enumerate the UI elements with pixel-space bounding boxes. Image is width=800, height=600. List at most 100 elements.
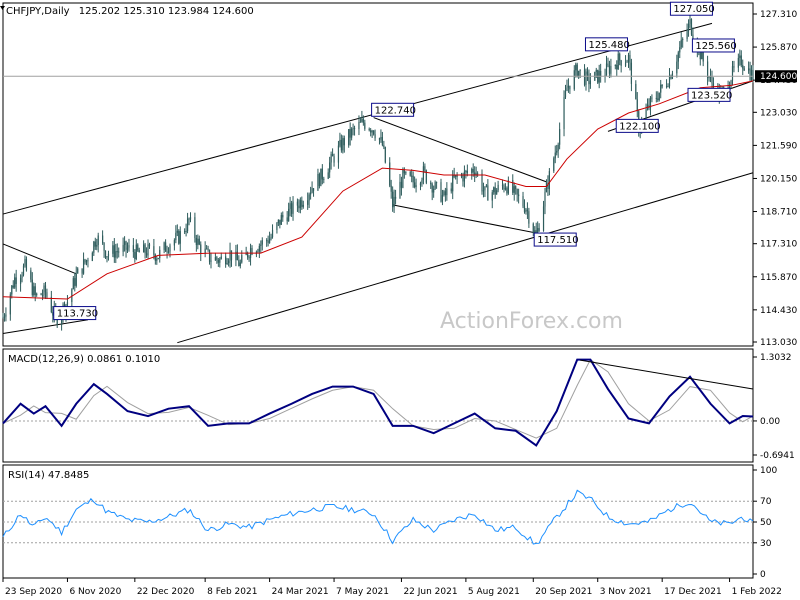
candle-body (412, 175, 414, 183)
candle-body (157, 258, 159, 260)
y-tick-label: 117.310 (760, 240, 797, 250)
candle-body (156, 258, 158, 261)
candle-body (518, 194, 520, 197)
candle-body (348, 129, 350, 146)
candle-body (132, 245, 134, 253)
candle-body (481, 173, 483, 192)
candle-body (178, 230, 180, 244)
candle-body (41, 294, 44, 296)
candle-body (25, 259, 28, 271)
ma-line (2, 80, 754, 300)
candle-body (575, 64, 577, 71)
candle-body (194, 217, 196, 239)
candle-body (648, 104, 650, 108)
candle-body (169, 245, 171, 252)
x-tick-label: 17 Dec 2021 (664, 587, 722, 597)
candle-body (586, 71, 589, 75)
candle-body (97, 235, 99, 245)
candle-body (569, 85, 571, 90)
candle-body (11, 285, 13, 295)
y-tick-label: 115.870 (760, 273, 797, 283)
candle-body (471, 169, 473, 173)
candle-body (214, 257, 217, 261)
candle-body (649, 97, 652, 108)
collapse-triangle-icon[interactable] (0, 6, 5, 10)
candle-body (87, 260, 89, 262)
candle-body (282, 215, 284, 218)
candle-body (635, 83, 637, 100)
candle-body (71, 289, 73, 303)
candle-body (752, 69, 754, 81)
candle-body (668, 75, 671, 87)
candle-body (175, 232, 177, 241)
candle-body (122, 244, 124, 252)
candle-body (453, 175, 455, 177)
candle-body (431, 184, 433, 193)
candle-body (154, 254, 156, 261)
candle-body (430, 182, 432, 185)
candle-body (559, 129, 561, 145)
y-tick-label: 114.430 (760, 306, 797, 316)
candle-body (689, 19, 691, 24)
candle-body (261, 240, 263, 245)
candle-body (290, 203, 293, 214)
candle-body (198, 238, 200, 245)
candle-body (5, 314, 7, 317)
candle-body (318, 174, 321, 187)
candle-body (310, 192, 312, 195)
candle-body (353, 128, 356, 130)
candle-body (159, 249, 161, 259)
candle-body (44, 285, 47, 293)
macd-title: MACD(12,26,9) 0.0861 0.1010 (8, 354, 160, 365)
y-tick-label: 123.030 (760, 108, 797, 118)
candle-body (85, 260, 88, 263)
candle-body (667, 85, 669, 87)
annotation-box (669, 1, 713, 16)
candle-body (740, 55, 742, 66)
price-candles (2, 15, 754, 331)
candle-body (739, 55, 741, 58)
candle-body (9, 294, 11, 315)
candle-body (239, 262, 241, 267)
candle-body (311, 188, 313, 193)
candle-body (43, 285, 45, 295)
candle-body (167, 251, 170, 253)
candle-body (607, 63, 609, 66)
candle-body (497, 184, 499, 191)
candle-body (389, 162, 391, 186)
last-price-rect (755, 70, 797, 83)
price-y-ticks: 127.310125.870124.430123.030121.590120.1… (753, 10, 797, 348)
candle-body (19, 277, 22, 284)
candle-body (381, 137, 383, 146)
candle-body (512, 180, 514, 193)
candle-body (229, 250, 231, 261)
x-tick-label: 3 Nov 2021 (600, 587, 652, 597)
candle-body (682, 39, 684, 41)
candle-body (383, 145, 385, 148)
candle-body (173, 240, 175, 246)
candle-body (195, 238, 197, 246)
ohlc-readout: 125.202 125.310 123.984 124.600 (79, 6, 254, 17)
candle-body (339, 139, 341, 146)
macd-trendline (580, 359, 754, 390)
candle-body (289, 203, 291, 209)
candle-body (504, 188, 507, 190)
candle-body (3, 316, 6, 318)
candle-body (425, 170, 427, 183)
candle-body (435, 182, 438, 184)
candle-body (40, 293, 42, 295)
candle-body (658, 92, 660, 101)
candle-body (56, 315, 58, 326)
candle-body (143, 244, 145, 253)
candle-body (176, 230, 178, 233)
candle-body (330, 154, 332, 163)
candle-body (651, 97, 653, 99)
candle-body (115, 251, 117, 258)
candle-body (74, 278, 76, 286)
candle-body (411, 175, 413, 177)
candle-body (522, 196, 524, 207)
annotation-label: 125.560 (695, 41, 736, 52)
trendline (2, 319, 89, 334)
trendline (2, 22, 713, 215)
candle-body (422, 166, 425, 181)
